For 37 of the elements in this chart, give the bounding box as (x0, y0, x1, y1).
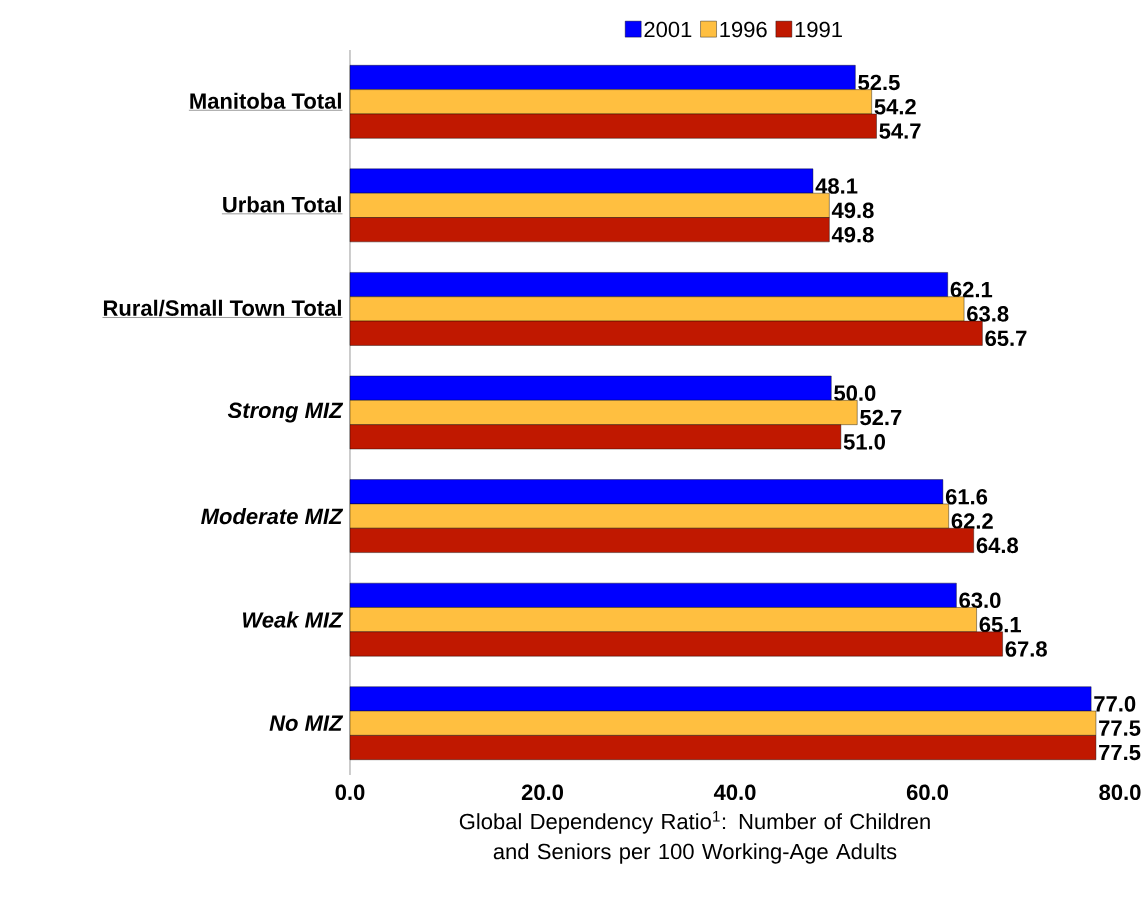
y-tick-label: Weak MIZ (243, 611, 344, 628)
data-label: 52.5 (858, 74, 900, 91)
x-tick-label: 20.0 (521, 784, 564, 801)
data-label: 63.8 (967, 306, 1009, 322)
data-label: 77.5 (1099, 720, 1141, 736)
x-tick-label: 0.0 (335, 784, 365, 801)
x-axis-title: Global Dependency Ratio$^{1}$: Number of Children and Seniors per 100 Working-Age Adults (459, 810, 930, 864)
y-tick-label: Rural/Small Town Total (103, 299, 341, 317)
data-label: 62.2 (951, 513, 993, 529)
data-label: 49.8 (831, 202, 874, 219)
y-tick-label: No MIZ (269, 715, 344, 731)
data-label: 52.7 (860, 409, 902, 426)
data-label: 65.1 (979, 616, 1021, 633)
data-label: 51.0 (843, 434, 885, 450)
data-label: 49.8 (831, 226, 874, 243)
data-label: 54.7 (879, 123, 921, 139)
x-tick-label: 40.0 (713, 784, 756, 801)
x-tick-label: 80.0 (1099, 784, 1141, 801)
y-tick-label: Manitoba Total (190, 92, 341, 109)
y-tick-label: Strong MIZ (227, 402, 344, 423)
legend-label: 2001 (644, 21, 692, 38)
data-label: 67.8 (1005, 641, 1047, 657)
x-tick-label: 60.0 (906, 784, 949, 801)
legend-label: 1996 (720, 21, 767, 38)
data-label: 77.0 (1094, 696, 1136, 712)
data-label: 48.1 (815, 178, 858, 194)
legend-label: 1991 (795, 21, 842, 38)
data-label: 64.8 (976, 537, 1019, 554)
y-tick-label: Urban Total (223, 196, 341, 213)
data-label: 50.0 (834, 385, 876, 401)
data-label: 63.0 (959, 592, 1001, 609)
y-tick-label: Moderate MIZ (201, 507, 344, 525)
data-label: 54.2 (874, 99, 916, 115)
data-label: 62.1 (950, 281, 993, 298)
data-label: 77.5 (1099, 744, 1141, 761)
data-label: 65.7 (985, 330, 1027, 347)
data-label: 61.6 (945, 488, 988, 505)
